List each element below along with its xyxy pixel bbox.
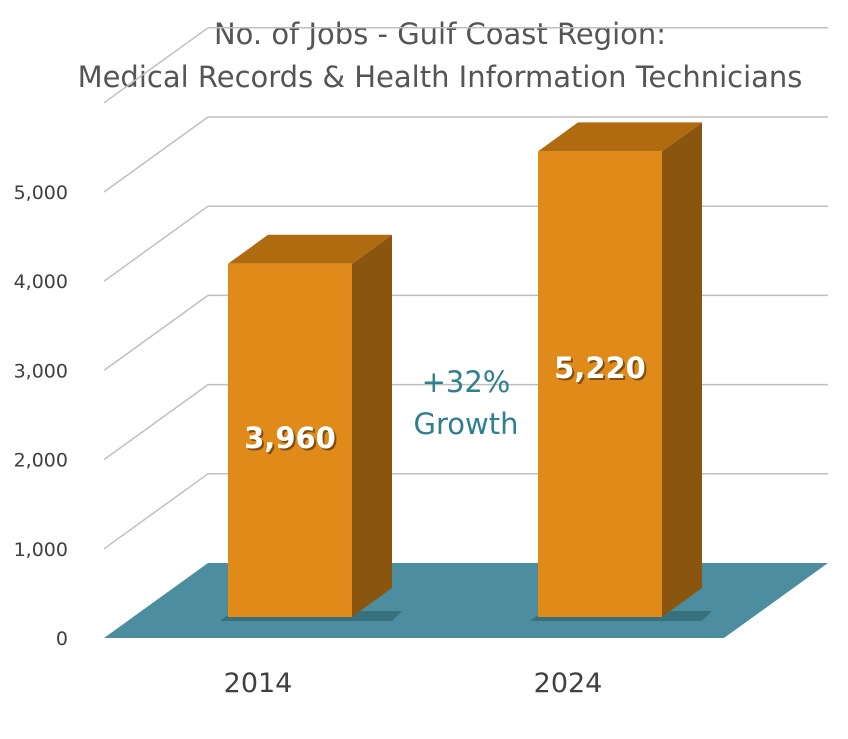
data-label: 3,960 <box>244 421 336 455</box>
gridline <box>103 473 828 550</box>
bar-front <box>228 263 352 617</box>
gridline <box>103 27 828 104</box>
gridline <box>103 294 828 372</box>
y-tick-label: 3,000 <box>14 360 68 382</box>
chart-subtitle: Medical Records & Health Information Tec… <box>78 60 803 94</box>
data-label: 5,220 <box>554 351 646 385</box>
x-category-label: 2014 <box>224 668 293 699</box>
y-tick-label: 2,000 <box>14 450 68 472</box>
y-tick-label: 4,000 <box>14 271 68 293</box>
gridline <box>103 205 828 282</box>
bar-side <box>662 122 702 617</box>
bar-top <box>538 122 702 152</box>
y-tick-label: 0 <box>56 628 68 650</box>
y-tick-label: 5,000 <box>14 182 68 204</box>
gridline <box>103 116 828 193</box>
svg-text:3,960: 3,960 <box>246 423 338 457</box>
y-axis-ticks: 0 1,000 2,000 3,000 4,000 5,000 <box>14 182 68 650</box>
bar-side <box>352 234 392 617</box>
chart-floor <box>104 563 828 638</box>
chart-title: No. of Jobs - Gulf Coast Region: <box>214 17 666 51</box>
x-axis-categories: 2014 2024 <box>224 668 603 699</box>
y-tick-label: 1,000 <box>14 539 68 561</box>
bar-top <box>228 234 392 264</box>
svg-text:5,220: 5,220 <box>556 353 648 387</box>
growth-annotation-line1: +32% <box>422 365 511 399</box>
bar-front <box>538 151 662 617</box>
gridlines <box>103 27 828 550</box>
growth-annotation-line2: Growth <box>414 407 519 441</box>
x-category-label: 2024 <box>534 668 603 699</box>
